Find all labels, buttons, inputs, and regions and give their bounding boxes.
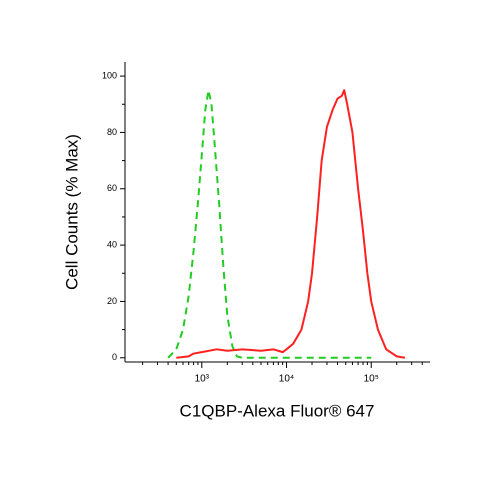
y-tick-label: 0 (112, 352, 117, 362)
y-tick-label: 20 (107, 296, 117, 306)
y-axis-label: Cell Counts (% Max) (62, 134, 81, 290)
x-tick-label: 10³ (195, 374, 210, 385)
sample-histogram (176, 89, 406, 359)
y-tick-label: 80 (107, 127, 117, 137)
y-tick-label: 60 (107, 183, 117, 193)
x-tick-label: 10⁴ (279, 374, 294, 385)
x-tick-label: 10⁵ (364, 374, 379, 385)
y-tick-label: 100 (102, 70, 117, 80)
control-histogram (167, 89, 372, 359)
x-axis-label: C1QBP-Alexa Fluor® 647 (180, 401, 375, 420)
y-tick-label: 40 (107, 239, 117, 249)
